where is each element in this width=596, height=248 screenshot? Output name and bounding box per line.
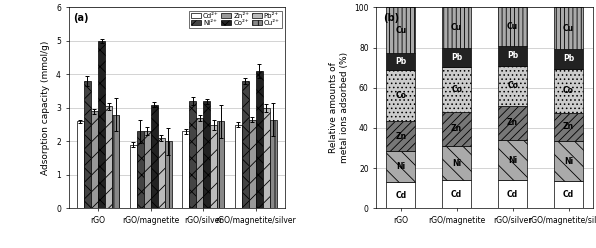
Text: Ni: Ni	[508, 155, 517, 165]
Text: Cu: Cu	[451, 23, 462, 32]
Bar	[263, 108, 270, 208]
Bar	[498, 46, 527, 66]
Bar	[210, 125, 217, 208]
Text: Cd: Cd	[451, 190, 462, 199]
Text: Co: Co	[451, 85, 462, 94]
Text: Cu: Cu	[563, 24, 574, 32]
Text: Co: Co	[507, 81, 518, 90]
Text: Pb: Pb	[507, 51, 519, 60]
Text: Pb: Pb	[395, 57, 406, 66]
Text: (b): (b)	[383, 13, 399, 24]
Bar	[249, 120, 256, 208]
Bar	[105, 106, 112, 208]
Text: Cu: Cu	[507, 22, 518, 31]
Bar	[386, 182, 415, 208]
Bar	[554, 181, 583, 208]
Bar	[442, 67, 471, 112]
Text: Zn: Zn	[563, 123, 574, 131]
Bar	[386, 7, 415, 53]
Bar	[498, 7, 527, 46]
Legend: Cd²⁺, Ni²⁺, Zn²⁺, Co²⁺, Pb²⁺, Cu²⁺: Cd²⁺, Ni²⁺, Zn²⁺, Co²⁺, Pb²⁺, Cu²⁺	[189, 11, 282, 28]
Bar	[498, 106, 527, 140]
Y-axis label: Relative amounts of
metal ions adsorbed (%): Relative amounts of metal ions adsorbed …	[329, 52, 349, 163]
Bar	[151, 105, 157, 208]
Bar	[91, 111, 98, 208]
Bar	[196, 118, 203, 208]
Y-axis label: Adsorption capacity (mmol/g): Adsorption capacity (mmol/g)	[42, 41, 51, 175]
Bar	[442, 112, 471, 146]
Bar	[84, 81, 91, 208]
Bar	[442, 7, 471, 48]
Bar	[386, 121, 415, 151]
Bar	[256, 71, 263, 208]
Bar	[270, 120, 277, 208]
Text: Cd: Cd	[395, 191, 406, 200]
Text: Co: Co	[563, 86, 574, 95]
Bar	[442, 146, 471, 180]
Text: Cu: Cu	[395, 26, 406, 34]
Bar	[77, 121, 84, 208]
Bar	[554, 69, 583, 113]
Bar	[442, 180, 471, 208]
Bar	[554, 7, 583, 49]
Bar	[498, 66, 527, 106]
Bar	[182, 131, 189, 208]
Bar	[498, 140, 527, 180]
Text: Zn: Zn	[507, 119, 518, 127]
Bar	[386, 70, 415, 121]
Bar	[554, 113, 583, 141]
Bar	[554, 141, 583, 181]
Text: Co: Co	[395, 91, 406, 100]
Bar	[386, 53, 415, 70]
Bar	[217, 121, 224, 208]
Bar	[235, 125, 242, 208]
Bar	[554, 49, 583, 69]
Bar	[129, 145, 136, 208]
Bar	[112, 115, 119, 208]
Bar	[242, 81, 249, 208]
Bar	[98, 41, 105, 208]
Text: Ni: Ni	[452, 159, 461, 168]
Text: Zn: Zn	[395, 131, 406, 141]
Text: Ni: Ni	[396, 162, 405, 171]
Bar	[442, 48, 471, 67]
Text: Zn: Zn	[451, 124, 462, 133]
Text: Cd: Cd	[563, 190, 574, 199]
Bar	[203, 101, 210, 208]
Bar	[144, 131, 151, 208]
Text: Cd: Cd	[507, 190, 518, 199]
Bar	[157, 138, 164, 208]
Text: Pb: Pb	[563, 54, 574, 63]
Bar	[498, 180, 527, 208]
Bar	[136, 131, 144, 208]
Text: Pb: Pb	[451, 53, 462, 62]
Text: (a): (a)	[73, 13, 88, 24]
Bar	[386, 151, 415, 182]
Text: Ni: Ni	[564, 157, 573, 166]
Bar	[189, 101, 196, 208]
Bar	[164, 141, 172, 208]
